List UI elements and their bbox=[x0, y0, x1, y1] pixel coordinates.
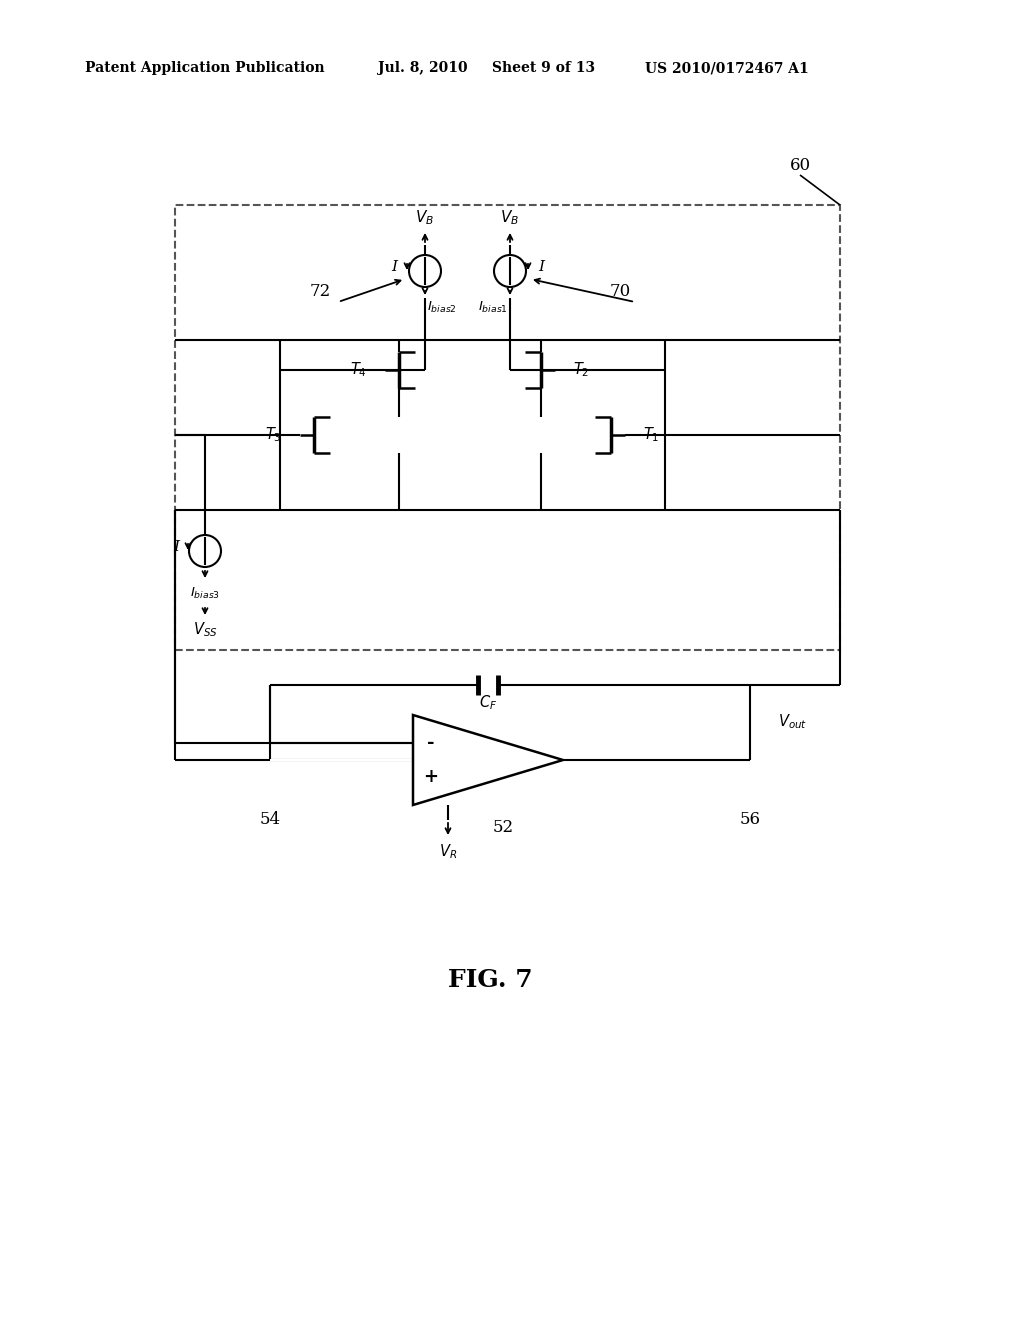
Text: $I_{bias2}$: $I_{bias2}$ bbox=[427, 300, 457, 314]
Text: $V_B$: $V_B$ bbox=[501, 209, 519, 227]
Text: FIG. 7: FIG. 7 bbox=[447, 968, 532, 993]
Text: $T_3$: $T_3$ bbox=[265, 425, 282, 445]
Text: $T_4$: $T_4$ bbox=[350, 360, 367, 379]
Text: 56: 56 bbox=[739, 812, 761, 829]
Text: $T_2$: $T_2$ bbox=[573, 360, 590, 379]
Circle shape bbox=[409, 255, 441, 286]
Text: +: + bbox=[424, 768, 438, 787]
Text: US 2010/0172467 A1: US 2010/0172467 A1 bbox=[645, 61, 809, 75]
Text: $I_{bias3}$: $I_{bias3}$ bbox=[190, 586, 220, 601]
Text: 52: 52 bbox=[493, 818, 514, 836]
Text: 54: 54 bbox=[259, 812, 281, 829]
Text: $V_{out}$: $V_{out}$ bbox=[778, 713, 807, 731]
Text: $I_{bias1}$: $I_{bias1}$ bbox=[478, 300, 508, 314]
Bar bbox=[175, 205, 840, 649]
Text: $V_B$: $V_B$ bbox=[416, 209, 434, 227]
Text: $C_F$: $C_F$ bbox=[479, 693, 497, 713]
Text: $V_R$: $V_R$ bbox=[439, 842, 457, 862]
Text: $T_1$: $T_1$ bbox=[643, 425, 659, 445]
Polygon shape bbox=[413, 715, 563, 805]
Text: -: - bbox=[427, 734, 435, 752]
Text: I: I bbox=[538, 260, 544, 275]
Text: 72: 72 bbox=[310, 284, 331, 301]
Text: I: I bbox=[391, 260, 397, 275]
Text: Patent Application Publication: Patent Application Publication bbox=[85, 61, 325, 75]
Text: $V_{SS}$: $V_{SS}$ bbox=[193, 620, 217, 639]
Text: 70: 70 bbox=[610, 284, 631, 301]
Text: 60: 60 bbox=[790, 157, 811, 173]
Circle shape bbox=[494, 255, 526, 286]
Text: Sheet 9 of 13: Sheet 9 of 13 bbox=[492, 61, 595, 75]
Text: Jul. 8, 2010: Jul. 8, 2010 bbox=[378, 61, 468, 75]
Text: I: I bbox=[173, 540, 179, 554]
Circle shape bbox=[189, 535, 221, 568]
